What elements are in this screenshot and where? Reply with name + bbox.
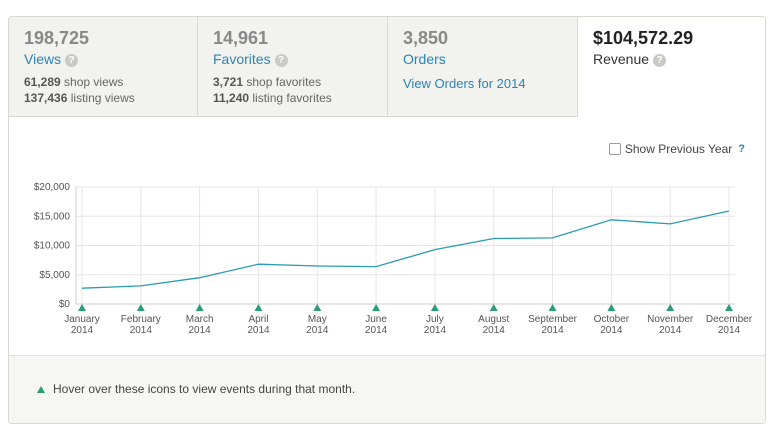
x-tick-label-year: 2014: [71, 325, 94, 336]
event-marker-icon[interactable]: [607, 304, 616, 311]
tab-views[interactable]: 198,725 Views? 61,289 shop views 137,436…: [9, 17, 198, 117]
x-tick-label-year: 2014: [483, 325, 506, 336]
stats-tabs: 198,725 Views? 61,289 shop views 137,436…: [9, 17, 765, 117]
listing-favorites-count: 11,240: [213, 91, 250, 105]
event-marker-icon[interactable]: [78, 304, 86, 311]
x-tick-label-year: 2014: [600, 325, 623, 336]
show-previous-year-help-icon[interactable]: ?: [738, 143, 745, 155]
x-tick-label-month: November: [647, 314, 694, 325]
tab-revenue[interactable]: $104,572.29 Revenue?: [578, 17, 765, 117]
event-marker-icon[interactable]: [430, 304, 439, 311]
help-icon[interactable]: ?: [65, 54, 79, 67]
x-tick-label-month: September: [528, 314, 578, 325]
y-tick-label: $15,000: [34, 211, 71, 222]
x-tick-label-year: 2014: [659, 325, 682, 336]
x-tick-label-month: February: [121, 314, 161, 325]
tab-orders[interactable]: 3,850 Orders View Orders for 2014: [388, 17, 578, 117]
event-marker-icon[interactable]: [666, 304, 675, 311]
listing-views-label: listing views: [70, 91, 135, 105]
tab-favorites[interactable]: 14,961 Favorites? 3,721 shop favorites 1…: [198, 17, 388, 117]
help-icon[interactable]: ?: [274, 54, 288, 67]
x-tick-label-month: December: [706, 314, 753, 325]
event-marker-icon[interactable]: [489, 304, 498, 311]
y-tick-label: $20,000: [34, 182, 71, 193]
show-previous-year-checkbox[interactable]: [608, 143, 621, 155]
help-icon[interactable]: ?: [653, 54, 667, 67]
y-tick-label: $0: [59, 299, 71, 310]
revenue-label: Revenue: [593, 51, 650, 67]
event-marker-icon[interactable]: [372, 304, 381, 311]
revenue-amount: $104,572.29: [593, 28, 694, 48]
favorites-count: 14,961: [213, 28, 269, 48]
views-label: Views: [24, 51, 62, 67]
x-tick-label-year: 2014: [718, 325, 741, 336]
orders-label: Orders: [403, 51, 446, 67]
revenue-series-line: [81, 210, 730, 289]
x-tick-label-month: October: [594, 314, 630, 325]
x-tick-label-month: May: [308, 314, 327, 325]
x-tick-label-year: 2014: [189, 325, 212, 336]
shop-favorites-label: shop favorites: [246, 75, 322, 89]
x-tick-label-month: July: [426, 314, 444, 325]
show-previous-year-toggle[interactable]: Show Previous Year ?: [608, 142, 745, 156]
listing-views-count: 137,436: [24, 91, 68, 105]
x-tick-label-month: June: [365, 314, 387, 325]
stats-panel: 198,725 Views? 61,289 shop views 137,436…: [8, 16, 766, 424]
footer-hint: Hover over these icons to view events du…: [53, 382, 356, 396]
x-tick-label-year: 2014: [247, 325, 270, 336]
x-tick-label-month: April: [248, 314, 268, 325]
x-tick-label-year: 2014: [130, 325, 153, 336]
event-marker-icon[interactable]: [195, 304, 204, 311]
shop-favorites-count: 3,721: [213, 75, 244, 89]
views-count: 198,725: [24, 28, 90, 48]
x-tick-label-month: August: [478, 314, 509, 325]
x-tick-label-year: 2014: [424, 325, 447, 336]
event-marker-icon[interactable]: [548, 304, 557, 311]
x-tick-label-year: 2014: [365, 325, 388, 336]
event-marker-icon[interactable]: [313, 304, 322, 311]
shop-views-label: shop views: [64, 75, 124, 89]
orders-count: 3,850: [403, 28, 449, 48]
listing-favorites-label: listing favorites: [252, 91, 332, 105]
x-tick-label-year: 2014: [541, 325, 564, 336]
shop-views-count: 61,289: [24, 75, 61, 89]
chart-footer: Hover over these icons to view events du…: [9, 355, 765, 423]
x-tick-label-year: 2014: [306, 325, 329, 336]
y-tick-label: $10,000: [34, 241, 71, 252]
x-tick-label-month: January: [64, 314, 100, 325]
event-marker-icon: [37, 385, 45, 393]
favorites-label: Favorites: [213, 51, 271, 67]
show-previous-year-label: Show Previous Year: [624, 142, 733, 156]
event-marker-icon[interactable]: [725, 304, 733, 311]
view-orders-link[interactable]: View Orders for 2014: [403, 76, 526, 91]
event-marker-icon[interactable]: [136, 304, 145, 311]
revenue-chart: $0$5,000$10,000$15,000$20,000January2014…: [34, 182, 753, 336]
x-tick-label-month: March: [186, 314, 214, 325]
event-marker-icon[interactable]: [254, 304, 263, 311]
y-tick-label: $5,000: [39, 270, 70, 281]
